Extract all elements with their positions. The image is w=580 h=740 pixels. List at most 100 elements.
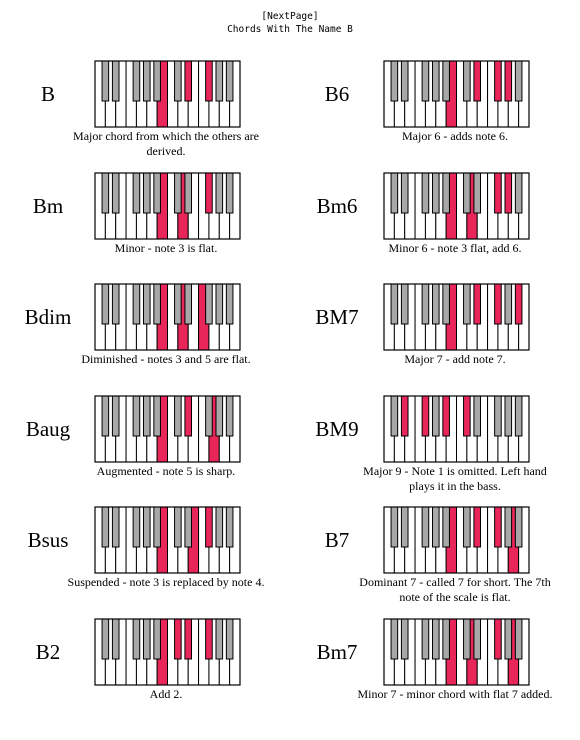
piano-keyboard xyxy=(383,617,530,686)
black-key xyxy=(184,395,193,436)
black-key xyxy=(473,506,482,548)
black-key xyxy=(225,283,234,325)
keyboard-frame xyxy=(383,60,530,128)
chord-panel: B6 Major 6 - adds note 6. xyxy=(289,58,579,170)
black-key xyxy=(431,395,440,436)
piano-keyboard xyxy=(383,506,530,574)
black-key xyxy=(174,60,182,102)
black-key xyxy=(184,172,193,213)
chord-description: Major 7 - add note 7. xyxy=(404,352,506,366)
black-key xyxy=(101,395,110,436)
black-key xyxy=(174,506,182,548)
black-key xyxy=(400,283,409,325)
black-key xyxy=(225,395,234,436)
black-key xyxy=(132,395,141,436)
black-key xyxy=(225,506,234,548)
keyboard-frame xyxy=(383,506,530,574)
chord-panel: Bm7 Minor 7 - minor chord with flat 7 add… xyxy=(289,616,579,728)
black-key xyxy=(225,172,234,213)
black-key xyxy=(111,506,120,548)
black-key xyxy=(494,283,502,325)
next-page-link[interactable]: [NextPage] xyxy=(261,11,319,22)
black-key xyxy=(431,172,440,213)
keyboard-frame xyxy=(383,617,530,686)
chord-name: B7 xyxy=(324,528,350,552)
keyboard-frame xyxy=(383,283,530,351)
chord-description: Major chord from which the others are de… xyxy=(73,129,259,158)
black-key xyxy=(225,618,234,659)
black-key xyxy=(400,395,409,436)
chord-name: Bsus xyxy=(27,528,69,552)
chord-name: BM9 xyxy=(315,416,359,441)
black-key xyxy=(205,395,213,436)
black-key xyxy=(431,618,440,659)
black-key xyxy=(514,618,523,659)
black-key xyxy=(442,395,450,436)
keyboard-frame xyxy=(94,394,241,463)
black-key xyxy=(514,172,523,213)
black-key xyxy=(111,395,120,436)
black-key xyxy=(111,60,120,102)
piano-keyboard xyxy=(94,617,241,686)
piano-keyboard xyxy=(94,60,241,128)
black-key xyxy=(184,618,193,659)
chord-panel: B Major chord from which the others are d… xyxy=(0,58,290,170)
black-key xyxy=(442,60,450,102)
chord-panel: Bm6 Minor 6 - note 3 flat, add 6. xyxy=(289,170,579,282)
chord-panel: B7 Dominant 7 - called 7 for short. The 7… xyxy=(289,504,579,616)
black-key xyxy=(400,506,409,548)
black-key xyxy=(504,60,513,102)
chord-panel: Baug Augmented - note 5 is sharp. xyxy=(0,393,290,505)
black-key xyxy=(504,395,513,436)
black-key xyxy=(504,506,513,548)
chord-name: B2 xyxy=(35,639,61,664)
chord-panel: BM9 Major 9 - Note 1 is omitted. Left han… xyxy=(289,393,579,505)
black-key xyxy=(390,395,399,436)
black-key xyxy=(215,395,224,436)
piano-keyboard xyxy=(383,171,530,240)
black-key xyxy=(390,172,399,213)
black-key xyxy=(494,395,502,436)
black-key xyxy=(442,618,450,659)
keyboard-frame xyxy=(383,171,530,240)
black-key xyxy=(205,172,213,213)
black-key xyxy=(142,60,151,102)
black-key xyxy=(153,395,161,436)
black-key xyxy=(101,506,110,548)
black-key xyxy=(514,60,523,102)
black-key xyxy=(442,283,450,325)
black-key xyxy=(463,618,471,659)
black-key xyxy=(153,618,161,659)
keyboard-frame xyxy=(94,283,241,351)
chord-name: Bm7 xyxy=(316,639,358,664)
piano-keyboard xyxy=(383,60,530,128)
chord-name: Baug xyxy=(25,416,71,441)
black-key xyxy=(463,283,471,325)
black-key xyxy=(101,60,110,102)
chord-description: Dominant 7 - called 7 for short. The 7th… xyxy=(359,575,551,604)
chord-description: Diminished - notes 3 and 5 are flat. xyxy=(81,352,251,366)
black-key xyxy=(463,506,471,548)
chord-name: B6 xyxy=(324,82,350,106)
chord-description: Minor - note 3 is flat. xyxy=(114,240,218,255)
black-key xyxy=(205,60,213,102)
black-key xyxy=(390,283,399,325)
black-key xyxy=(174,283,182,325)
black-key xyxy=(174,618,182,659)
black-key xyxy=(132,172,141,213)
black-key xyxy=(101,618,110,659)
black-key xyxy=(390,506,399,548)
black-key xyxy=(494,172,502,213)
black-key xyxy=(463,172,471,213)
page-header: [NextPage] Chords With The Name B xyxy=(0,10,580,36)
black-key xyxy=(504,172,513,213)
black-key xyxy=(421,60,430,102)
black-key xyxy=(421,618,430,659)
chord-description: Augmented - note 5 is sharp. xyxy=(96,463,236,478)
chord-name: Bm6 xyxy=(316,193,358,218)
black-key xyxy=(494,506,502,548)
black-key xyxy=(111,283,120,325)
piano-keyboard xyxy=(383,394,530,463)
black-key xyxy=(225,60,234,102)
black-key xyxy=(142,395,151,436)
